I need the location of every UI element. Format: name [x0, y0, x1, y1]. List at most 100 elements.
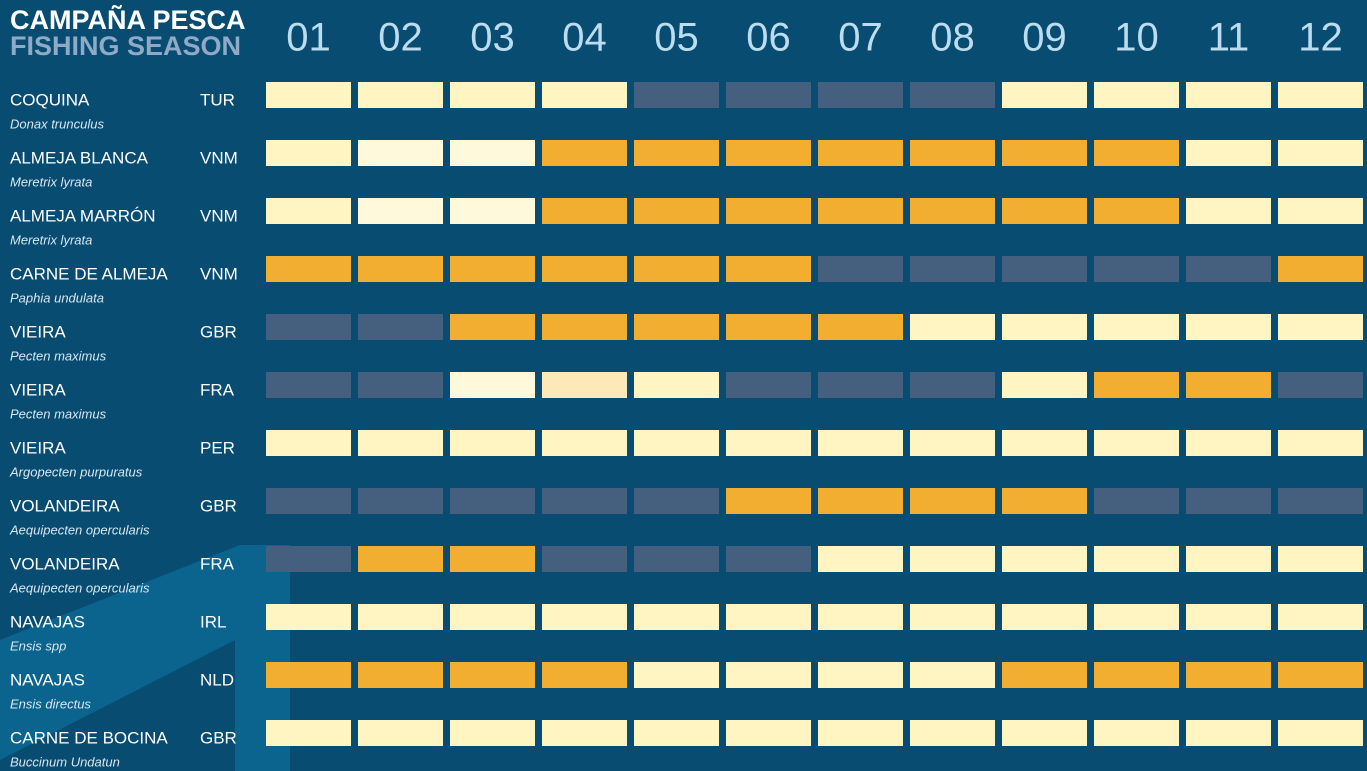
season-cell — [910, 488, 995, 514]
species-name: VOLANDEIRA — [10, 554, 120, 573]
season-cell — [726, 662, 811, 688]
species-latin: Ensis directus — [10, 696, 91, 711]
species-latin: Meretrix lyrata — [10, 232, 92, 247]
season-cell — [634, 256, 719, 282]
season-cell — [634, 604, 719, 630]
season-cell — [1186, 314, 1271, 340]
season-cell — [266, 256, 351, 282]
season-cell — [542, 372, 627, 398]
season-cell — [542, 546, 627, 572]
season-cell — [450, 546, 535, 572]
country-code: VNM — [200, 206, 238, 225]
season-cell — [726, 372, 811, 398]
season-cell — [358, 662, 443, 688]
species-name: NAVAJAS — [10, 670, 85, 689]
season-cell — [266, 372, 351, 398]
season-cell — [726, 604, 811, 630]
month-label: 05 — [654, 16, 699, 60]
country-code: VNM — [200, 148, 238, 167]
month-label: 01 — [286, 16, 331, 60]
species-latin: Pecten maximus — [10, 406, 107, 421]
season-cell — [450, 140, 535, 166]
season-cell — [910, 140, 995, 166]
season-cell — [910, 430, 995, 456]
season-cell — [266, 82, 351, 108]
season-cell — [726, 314, 811, 340]
season-cell — [726, 256, 811, 282]
species-latin: Buccinum Undatun — [10, 754, 120, 769]
season-cell — [266, 314, 351, 340]
month-label: 10 — [1114, 16, 1159, 60]
season-cell — [542, 488, 627, 514]
season-cell — [818, 82, 903, 108]
season-cell — [358, 720, 443, 746]
season-cell — [1002, 430, 1087, 456]
month-label: 03 — [470, 16, 515, 60]
season-cell — [542, 662, 627, 688]
season-cell — [634, 372, 719, 398]
season-cell — [542, 198, 627, 224]
season-cell — [1094, 198, 1179, 224]
season-cell — [910, 198, 995, 224]
season-cell — [818, 546, 903, 572]
season-cell — [1186, 372, 1271, 398]
season-cell — [1002, 256, 1087, 282]
season-cell — [1278, 488, 1363, 514]
season-cell — [1186, 604, 1271, 630]
season-cell — [726, 82, 811, 108]
season-cell — [910, 256, 995, 282]
country-code: GBR — [200, 322, 237, 341]
season-cell — [266, 430, 351, 456]
season-cell — [1278, 720, 1363, 746]
season-cell — [634, 314, 719, 340]
season-cell — [818, 198, 903, 224]
season-cell — [358, 256, 443, 282]
season-cell — [1094, 314, 1179, 340]
season-cell — [910, 720, 995, 746]
season-calendar: CAMPAÑA PESCA FISHING SEASON 01020304050… — [0, 0, 1367, 771]
season-cell — [634, 488, 719, 514]
season-cell — [818, 140, 903, 166]
season-cell — [1094, 604, 1179, 630]
season-cell — [358, 372, 443, 398]
species-latin: Aequipecten opercularis — [9, 522, 150, 537]
season-cell — [266, 604, 351, 630]
season-cell — [1186, 430, 1271, 456]
species-name: CARNE DE ALMEJA — [10, 264, 168, 283]
season-cell — [1278, 140, 1363, 166]
season-cell — [450, 372, 535, 398]
season-cell — [542, 140, 627, 166]
season-cell — [1094, 488, 1179, 514]
month-label: 06 — [746, 16, 791, 60]
season-cell — [818, 314, 903, 340]
month-label: 08 — [930, 16, 975, 60]
season-cell — [1278, 604, 1363, 630]
season-cell — [634, 140, 719, 166]
season-cell — [450, 488, 535, 514]
season-cell — [1278, 372, 1363, 398]
season-cell — [542, 314, 627, 340]
season-cell — [542, 82, 627, 108]
season-cell — [358, 430, 443, 456]
season-cell — [1278, 430, 1363, 456]
season-cell — [726, 430, 811, 456]
season-cell — [358, 82, 443, 108]
species-name: VOLANDEIRA — [10, 496, 120, 515]
season-cell — [1278, 314, 1363, 340]
season-cell — [818, 604, 903, 630]
season-cell — [450, 314, 535, 340]
species-name: VIEIRA — [10, 380, 66, 399]
season-cell — [450, 82, 535, 108]
season-cell — [726, 720, 811, 746]
species-latin: Pecten maximus — [10, 348, 107, 363]
season-cell — [542, 256, 627, 282]
season-cell — [1186, 256, 1271, 282]
season-cell — [358, 314, 443, 340]
season-cell — [1094, 256, 1179, 282]
season-cell — [1186, 198, 1271, 224]
season-cell — [1002, 546, 1087, 572]
season-cell — [358, 198, 443, 224]
season-cell — [266, 662, 351, 688]
season-cell — [266, 140, 351, 166]
season-cell — [266, 198, 351, 224]
